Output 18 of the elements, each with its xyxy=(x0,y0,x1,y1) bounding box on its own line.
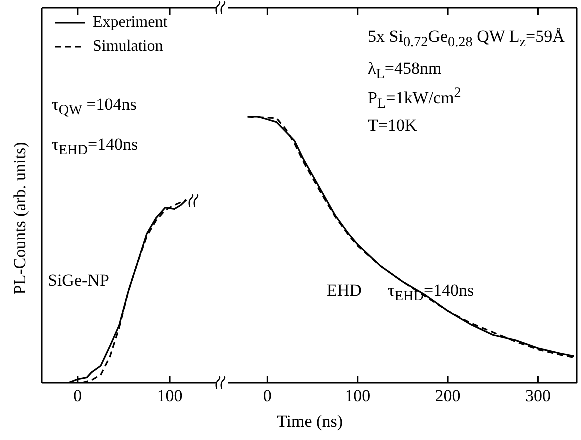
text: τ$_{EHD}$=140ns xyxy=(52,135,138,158)
x-tick-label: 0 xyxy=(263,386,272,406)
text: 5x Si$_{0.72}$Ge$_{0.28}$ QW L$_{z}$=59Å xyxy=(368,27,565,50)
x-tick-label: 100 xyxy=(157,386,183,406)
x-tick-label: 100 xyxy=(345,386,371,406)
x-tick-label: 0 xyxy=(74,386,82,406)
y-axis-title: PL-Counts (arb. units) xyxy=(10,141,30,297)
legend-label: Simulation xyxy=(93,38,164,56)
x-tick-label: 200 xyxy=(435,386,461,406)
x-axis-title: Time (ns) xyxy=(276,412,344,431)
annotation: T=10K xyxy=(368,116,418,135)
text: λ$_{L}$=458nm xyxy=(368,59,442,82)
text: P$_{L}$=1kW/cm$^{2}$ xyxy=(368,85,462,112)
annotation: SiGe-NP xyxy=(48,271,110,290)
text: τ$_{QW}$ =104ns xyxy=(52,95,137,118)
legend-label: Experiment xyxy=(93,14,168,32)
x-tick-label: 300 xyxy=(525,386,551,406)
annotation: EHD xyxy=(327,281,362,300)
